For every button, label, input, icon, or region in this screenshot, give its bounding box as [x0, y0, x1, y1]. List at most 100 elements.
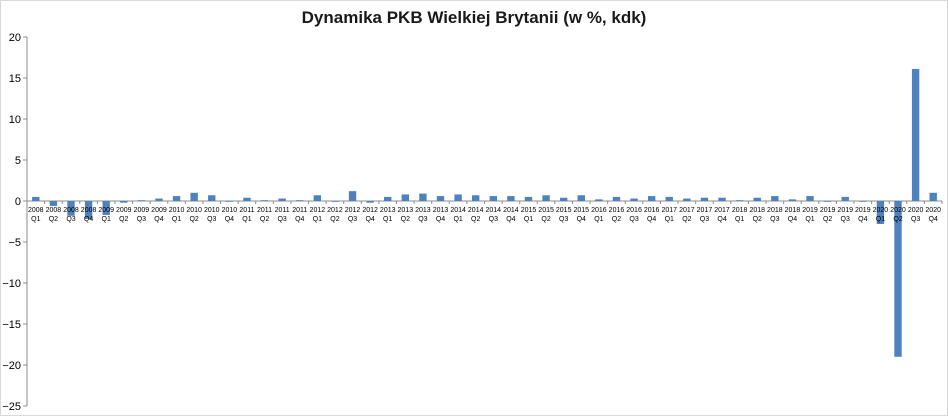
x-tick-label-quarter: Q3: [207, 216, 216, 223]
bar: [260, 200, 269, 201]
x-tick-label-year: 2013: [398, 207, 414, 214]
chart-title: Dynamika PKB Wielkiej Brytanii (w %, kdk…: [301, 8, 647, 27]
x-tick-label-quarter: Q3: [700, 216, 709, 223]
bar: [612, 196, 621, 201]
x-tick-label-year: 2017: [714, 207, 730, 214]
x-tick-label-quarter: Q2: [893, 216, 902, 223]
x-tick-label-quarter: Q1: [594, 216, 603, 223]
y-tick-label: −15: [2, 319, 21, 331]
bar: [894, 201, 902, 357]
x-tick-label-quarter: Q3: [841, 216, 850, 223]
x-tick-label-year: 2017: [679, 207, 695, 214]
x-tick-label-quarter: Q2: [189, 216, 198, 223]
x-tick-label-quarter: Q4: [436, 216, 445, 223]
bar: [753, 197, 761, 201]
x-tick-label-quarter: Q2: [401, 216, 410, 223]
y-tick-label: −25: [2, 401, 21, 413]
y-tick-label: −5: [8, 237, 21, 249]
x-tick-label-year: 2017: [661, 207, 677, 214]
x-tick-label-year: 2020: [873, 207, 889, 214]
bar: [296, 200, 304, 201]
x-tick-label-quarter: Q3: [277, 216, 286, 223]
x-tick-label-quarter: Q4: [577, 216, 586, 223]
x-tick-label-quarter: Q4: [788, 216, 797, 223]
x-tick-label-year: 2019: [837, 207, 853, 214]
x-tick-label-year: 2017: [697, 207, 713, 214]
y-tick-label: 10: [9, 114, 21, 126]
y-tick-label: 5: [15, 155, 21, 167]
bar: [859, 201, 867, 202]
bar: [225, 201, 234, 202]
x-tick-label-year: 2012: [345, 207, 361, 214]
bar: [190, 192, 198, 201]
x-tick-label-year: 2011: [257, 207, 272, 214]
bar: [366, 201, 374, 203]
x-tick-label-year: 2019: [820, 207, 836, 214]
x-tick-label-quarter: Q4: [154, 216, 163, 223]
x-tick-label-year: 2010: [186, 207, 202, 214]
bar: [102, 201, 110, 215]
bar: [84, 201, 93, 220]
bar: [806, 196, 814, 201]
x-tick-label-quarter: Q1: [735, 216, 744, 223]
bar: [454, 194, 462, 201]
x-tick-label-year: 2010: [204, 207, 220, 214]
y-tick-label: −10: [2, 278, 21, 290]
bar: [665, 196, 673, 201]
bar: [120, 201, 128, 203]
x-tick-label-quarter: Q2: [471, 216, 480, 223]
x-tick-label-year: 2011: [239, 207, 254, 214]
x-tick-label-year: 2012: [327, 207, 343, 214]
x-tick-label-quarter: Q3: [489, 216, 498, 223]
bar: [489, 196, 497, 201]
bar: [683, 198, 691, 201]
bar: [735, 200, 744, 201]
x-tick-label-quarter: Q3: [137, 216, 146, 223]
x-tick-label-quarter: Q3: [418, 216, 427, 223]
x-tick-label-quarter: Q1: [665, 216, 674, 223]
bar: [577, 195, 585, 201]
x-tick-label-quarter: Q3: [770, 216, 779, 223]
x-tick-label-quarter: Q4: [929, 216, 938, 223]
bar: [172, 196, 181, 201]
x-tick-label-year: 2012: [362, 207, 378, 214]
x-tick-label-year: 2018: [785, 207, 801, 214]
x-labels: 2008 Q1 2008 Q2 2008 Q3 2008 Q4 2009 Q1 2009 Q2 2009…: [28, 207, 941, 223]
bar: [384, 196, 392, 201]
bar: [630, 198, 638, 201]
x-tick-label-quarter: Q3: [66, 216, 75, 223]
x-tick-label-quarter: Q4: [717, 216, 726, 223]
bar: [542, 195, 550, 201]
x-tick-label-year: 2016: [591, 207, 607, 214]
x-tick-label-year: 2009: [151, 207, 167, 214]
x-tick-label-year: 2019: [855, 207, 871, 214]
x-tick-label-year: 2018: [749, 207, 765, 214]
x-tick-label-year: 2010: [222, 207, 238, 214]
x-tick-label-year: 2015: [556, 207, 572, 214]
x-tick-label-quarter: Q3: [911, 216, 920, 223]
x-tick-label-quarter: Q1: [524, 216, 533, 223]
x-tick-label-year: 2011: [292, 207, 307, 214]
y-tick-label: 15: [9, 73, 21, 85]
x-tick-label-year: 2016: [626, 207, 642, 214]
y-tick-label: 20: [9, 32, 21, 44]
bar: [700, 197, 709, 201]
x-tick-label-quarter: Q4: [84, 216, 93, 223]
x-tick-label-year: 2020: [890, 207, 906, 214]
bar: [507, 196, 515, 201]
bar: [524, 196, 533, 201]
bar: [208, 195, 216, 201]
x-tick-label-quarter: Q4: [647, 216, 656, 223]
x-tick-label-quarter: Q3: [559, 216, 568, 223]
x-tick-label-year: 2008: [81, 207, 97, 214]
x-tick-label-year: 2009: [134, 207, 150, 214]
x-tick-label-year: 2014: [468, 207, 484, 214]
x-tick-label-year: 2009: [98, 207, 114, 214]
x-tick-label-quarter: Q1: [383, 216, 392, 223]
bar: [929, 192, 937, 201]
x-tick-label-year: 2008: [28, 207, 44, 214]
bar: [788, 199, 797, 201]
x-tick-label-year: 2013: [433, 207, 449, 214]
